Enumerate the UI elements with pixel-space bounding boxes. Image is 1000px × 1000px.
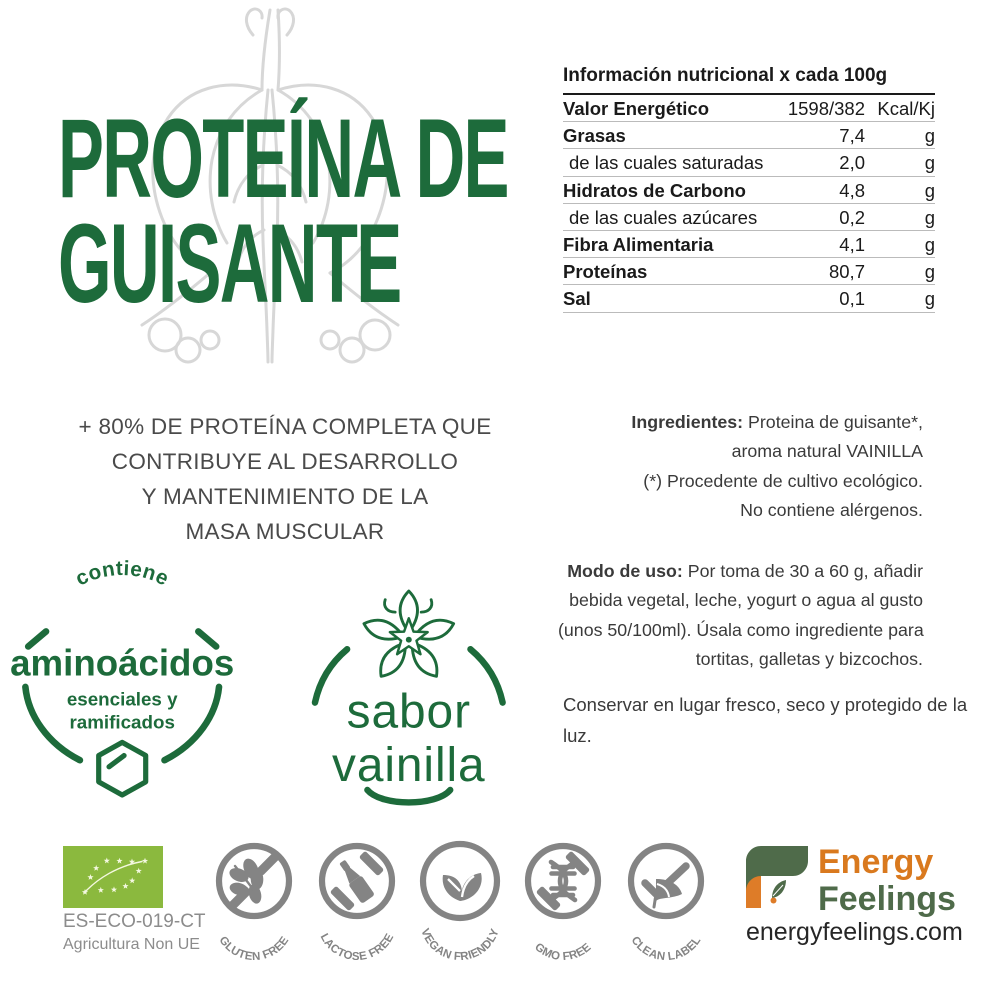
svg-text:LACTOSE FREE: LACTOSE FREE (318, 932, 397, 960)
svg-text:esenciales y: esenciales y (67, 689, 178, 710)
svg-text:GLUTEN FREE: GLUTEN FREE (216, 934, 291, 960)
svg-text:aminoácidos: aminoácidos (10, 643, 234, 684)
svg-text:contiene: contiene (72, 560, 173, 591)
svg-text:GMO FREE: GMO FREE (532, 941, 593, 960)
svg-text:sabor: sabor (347, 685, 471, 738)
svg-text:VEGAN FRIENDLY: VEGAN FRIENDLY (418, 927, 501, 960)
svg-text:ramificados: ramificados (69, 711, 174, 732)
svg-text:vainilla: vainilla (332, 739, 486, 792)
svg-text:CLEAN LABEL: CLEAN LABEL (629, 935, 704, 960)
